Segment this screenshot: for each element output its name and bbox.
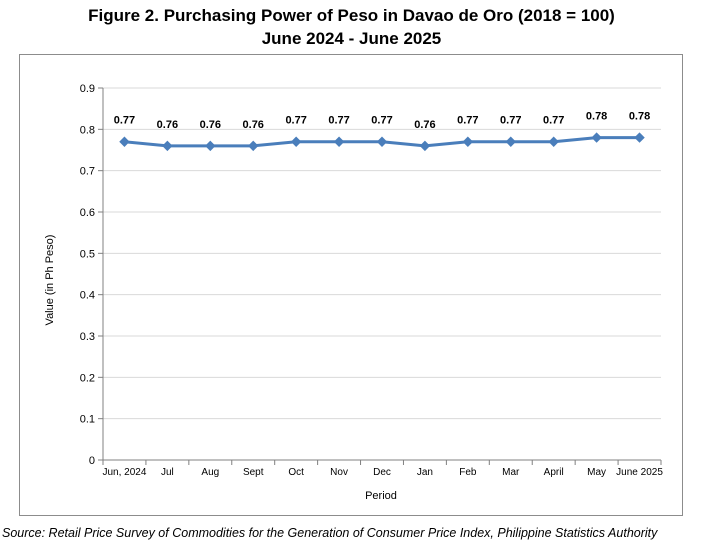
data-label: 0.77 (328, 115, 349, 127)
y-tick-label: 0.9 (80, 83, 95, 95)
data-label: 0.76 (243, 119, 264, 131)
y-tick-label: 0.6 (80, 207, 95, 219)
data-label: 0.77 (114, 115, 135, 127)
data-point (462, 136, 474, 147)
data-label: 0.77 (500, 115, 521, 127)
x-tick-label: May (587, 467, 606, 478)
data-label: 0.76 (200, 119, 221, 131)
data-point (376, 136, 388, 147)
data-point (333, 136, 345, 147)
data-point (419, 140, 431, 152)
x-tick-label: Nov (330, 467, 348, 478)
x-axis-label: Period (365, 490, 397, 502)
x-tick-label: Oct (288, 467, 304, 478)
y-tick-label: 0.4 (80, 290, 95, 302)
data-label: 0.77 (543, 115, 564, 127)
data-point (505, 136, 516, 147)
x-tick-label: Dec (373, 467, 391, 478)
y-tick-label: 0.8 (80, 124, 95, 136)
source-note: Source: Retail Price Survey of Commoditi… (2, 526, 658, 540)
data-label: 0.78 (586, 111, 607, 123)
y-tick-label: 0.7 (80, 166, 95, 178)
x-tick-label: Mar (502, 467, 520, 478)
chart-title-block: Figure 2. Purchasing Power of Peso in Da… (0, 4, 703, 50)
data-point (634, 132, 645, 143)
data-label: 0.77 (371, 115, 392, 127)
x-tick-label: June 2025 (616, 467, 663, 478)
data-point (548, 136, 559, 147)
x-tick-label: April (544, 467, 564, 478)
x-tick-label: Sept (243, 467, 264, 478)
y-tick-label: 0.3 (80, 331, 95, 343)
data-point (205, 140, 216, 152)
data-point (119, 136, 130, 147)
y-tick-label: 0 (89, 455, 95, 467)
data-label: 0.77 (285, 115, 306, 127)
x-tick-label: Jul (161, 467, 174, 478)
data-label: 0.76 (414, 119, 435, 131)
y-tick-label: 0.2 (80, 372, 95, 384)
data-label: 0.77 (457, 115, 478, 127)
x-tick-label: Jun, 2024 (102, 467, 146, 478)
chart-subtitle: June 2024 - June 2025 (261, 29, 442, 48)
y-axis-label: Value (in Ph Peso) (44, 235, 56, 326)
chart-title: Figure 2. Purchasing Power of Peso in Da… (88, 6, 615, 25)
y-tick-label: 0.1 (80, 414, 95, 426)
y-tick-label: 0.5 (80, 248, 95, 260)
data-point (162, 140, 173, 152)
chart-frame (19, 54, 683, 516)
data-label: 0.76 (157, 119, 178, 131)
data-point (248, 140, 259, 152)
x-tick-label: Jan (417, 467, 433, 478)
x-tick-label: Aug (201, 467, 219, 478)
x-tick-label: Feb (459, 467, 477, 478)
data-label: 0.78 (629, 111, 650, 123)
data-point (591, 132, 602, 143)
data-point (290, 136, 302, 147)
